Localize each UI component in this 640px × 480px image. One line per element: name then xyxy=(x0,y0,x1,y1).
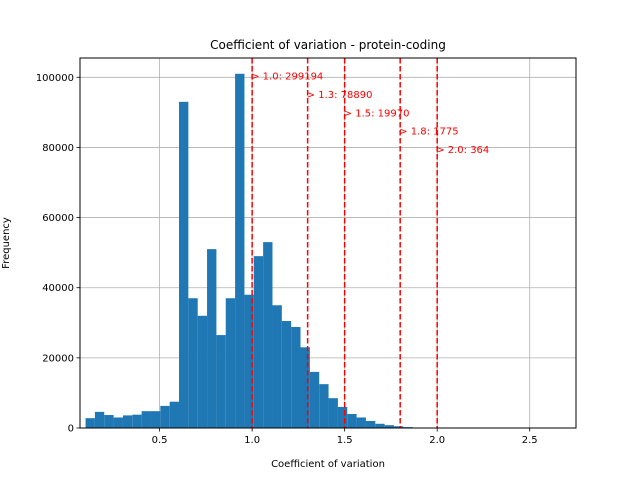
histogram-bar xyxy=(253,256,264,428)
threshold-label: > 1.8: 1775 xyxy=(399,127,458,138)
histogram-bar xyxy=(150,411,161,428)
histogram-bar xyxy=(272,305,282,428)
histogram-bar xyxy=(347,413,357,428)
histogram-bar xyxy=(225,298,236,428)
histogram-bar xyxy=(104,415,114,428)
threshold-lines: > 1.0: 299194 > 1.3: 78890 > 1.5: 19970 > 1… xyxy=(251,58,489,428)
histogram-bar xyxy=(235,73,245,429)
threshold-label: > 1.3: 78890 xyxy=(307,90,373,101)
histogram-bar xyxy=(94,411,105,428)
x-tick-label: 2.0 xyxy=(429,435,445,446)
threshold-label: > 2.0: 364 xyxy=(436,145,489,156)
histogram-bar xyxy=(207,249,217,428)
y-tick-label: 100000 xyxy=(36,73,74,84)
histogram-bar xyxy=(309,371,320,428)
histogram-bar xyxy=(300,347,310,428)
y-tick-label: 20000 xyxy=(42,353,74,364)
x-tick-label: 1.0 xyxy=(244,435,260,446)
histogram-bar xyxy=(328,398,338,428)
x-tick-label: 1.5 xyxy=(337,435,353,446)
histogram-bar xyxy=(160,405,170,428)
histogram-bar xyxy=(337,406,348,428)
histogram-bar xyxy=(356,417,366,428)
x-axis-ticks: 0.5 1.0 1.5 2.0 2.5 xyxy=(152,428,538,446)
histogram-bar xyxy=(393,426,404,428)
histogram-bar xyxy=(85,418,95,428)
y-tick-label: 80000 xyxy=(42,143,74,154)
histogram-bar xyxy=(122,415,133,428)
x-tick-label: 0.5 xyxy=(152,435,168,446)
histogram-bar xyxy=(132,414,142,428)
histogram-bar xyxy=(244,294,254,428)
chart-title: Coefficient of variation - protein-codin… xyxy=(210,38,446,52)
histogram-bar xyxy=(263,242,273,428)
plot-frame xyxy=(79,57,577,429)
x-tick-label: 2.5 xyxy=(522,435,538,446)
threshold-label: > 1.0: 299194 xyxy=(251,72,323,83)
y-tick-label: 40000 xyxy=(42,283,74,294)
threshold-label: > 1.5: 19970 xyxy=(344,108,410,119)
y-tick-label: 0 xyxy=(68,424,74,435)
histogram-bar xyxy=(169,401,180,428)
histogram-bar xyxy=(365,420,376,428)
histogram-bar xyxy=(197,315,208,428)
y-axis-label: Frequency xyxy=(1,217,12,269)
x-axis-label: Coefficient of variation xyxy=(271,459,385,470)
histogram-bar xyxy=(113,417,123,428)
y-tick-label: 60000 xyxy=(42,213,74,224)
histogram-bar xyxy=(291,326,301,428)
histogram-bar xyxy=(179,101,189,428)
histogram-bar xyxy=(375,423,385,428)
histogram-bar xyxy=(384,425,394,428)
y-axis-ticks: 0 20000 40000 60000 80000 100000 xyxy=(36,73,80,435)
histogram-bar xyxy=(141,411,151,428)
histogram-bar xyxy=(281,321,292,428)
histogram-bar xyxy=(319,384,329,428)
histogram-bar xyxy=(216,335,226,428)
histogram-bars xyxy=(85,73,516,429)
histogram-bar xyxy=(188,298,198,428)
